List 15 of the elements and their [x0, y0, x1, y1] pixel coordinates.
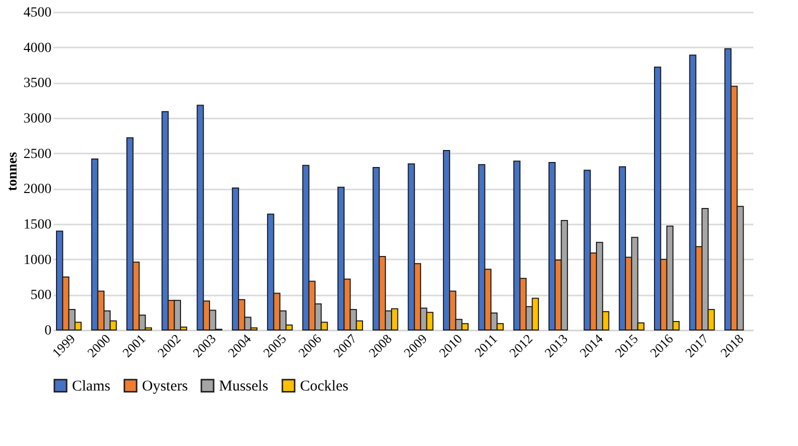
y-tick-label: 3500 [24, 76, 52, 92]
y-tick-label: 0 [44, 324, 52, 338]
y-tick-label: 4500 [24, 6, 52, 20]
y-axis-title: tonnes [6, 152, 20, 191]
y-tick-label: 1500 [24, 218, 52, 232]
y-tick-label: 1000 [24, 252, 52, 268]
legend-label: Cockles [300, 378, 348, 395]
y-tick-label: 3000 [24, 112, 52, 126]
legend-label: Clams [72, 378, 110, 395]
y-tick-label: 2000 [24, 182, 52, 198]
y-tick-label: 2500 [24, 146, 52, 162]
legend-label: Mussels [219, 378, 268, 395]
legend-label: Oysters [142, 378, 188, 395]
y-tick-label: 500 [30, 288, 52, 304]
y-tick-label: 4000 [24, 40, 52, 56]
